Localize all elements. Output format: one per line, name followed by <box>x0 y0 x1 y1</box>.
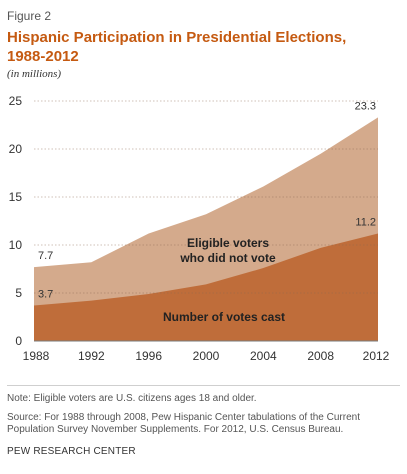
votes-area-label: Number of votes cast <box>163 310 285 324</box>
divider-top <box>7 385 400 386</box>
y-tick-label-15: 15 <box>9 190 23 204</box>
chart-title: Hispanic Participation in Presidential E… <box>7 28 397 66</box>
eligible-area-label-line-1: Eligible voters <box>187 236 269 250</box>
source-line-1: Source: For 1988 through 2008, Pew Hispa… <box>7 412 360 423</box>
eligible-area-label-line-2: who did not vote <box>179 251 276 265</box>
chart-title-line-2: 1988-2012 <box>7 48 79 65</box>
chart-note: Note: Eligible voters are U.S. citizens … <box>7 393 257 404</box>
source-line-2: Population Survey November Supplements. … <box>7 424 344 435</box>
figure-label: Figure 2 <box>7 9 52 23</box>
organization-label: PEW RESEARCH CENTER <box>7 446 136 457</box>
x-tick-label-2004: 2004 <box>250 349 277 363</box>
axis-layer: 0 5 10 15 20 25 1988 1992 1996 2000 2004 2008 2012 <box>9 94 390 363</box>
x-tick-label-1996: 1996 <box>135 349 162 363</box>
y-tick-label-0: 0 <box>15 334 22 348</box>
gridlines <box>34 100 378 294</box>
x-tick-label-2000: 2000 <box>193 349 220 363</box>
data-label-2012-3: 11.2 <box>355 216 376 228</box>
y-tick-label-25: 25 <box>9 94 23 108</box>
chart-source: Source: For 1988 through 2008, Pew Hispa… <box>7 412 402 436</box>
y-tick-label-5: 5 <box>15 286 22 300</box>
x-tick-label-2008: 2008 <box>307 349 334 363</box>
data-label-2012-2: 23.3 <box>355 100 376 112</box>
chart-title-line-1: Hispanic Participation in Presidential E… <box>7 29 347 46</box>
data-label-1988-1: 3.7 <box>38 288 53 300</box>
y-tick-label-10: 10 <box>9 238 23 252</box>
votes-cast-area <box>34 233 378 341</box>
x-tick-label-2012: 2012 <box>363 349 390 363</box>
x-tick-label-1992: 1992 <box>78 349 105 363</box>
chart-subtitle: (in millions) <box>7 68 62 80</box>
y-tick-label-20: 20 <box>9 142 23 156</box>
x-tick-label-1988: 1988 <box>23 349 50 363</box>
data-label-1988-0: 7.7 <box>38 250 53 262</box>
